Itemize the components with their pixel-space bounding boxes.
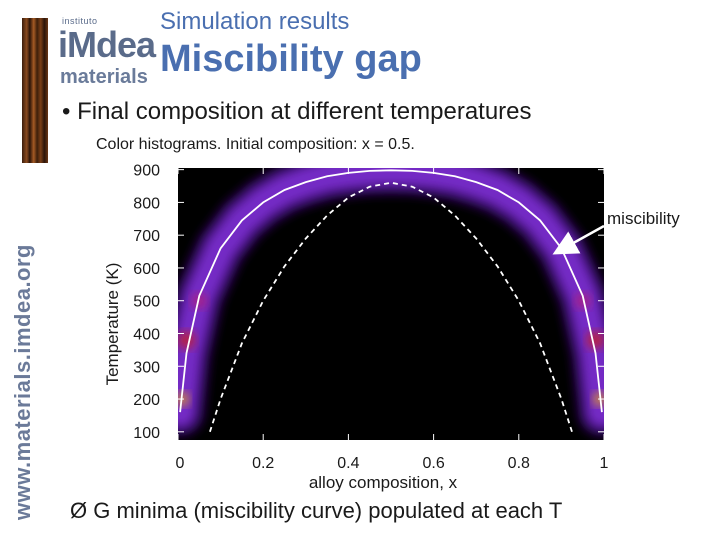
x-axis-label: alloy composition, x <box>309 473 458 492</box>
y-tick-label: 800 <box>133 195 160 212</box>
y-tick-label: 700 <box>133 228 160 245</box>
y-tick-label: 400 <box>133 326 160 343</box>
x-tick-label: 0 <box>176 455 185 472</box>
bullet-point: • Final composition at different tempera… <box>62 98 532 125</box>
logo-name-text: iMdea <box>58 24 156 65</box>
logo-wood-strip <box>22 18 48 163</box>
miscibility-curve-line <box>179 169 603 413</box>
x-tick-label: 0.6 <box>422 455 444 472</box>
annotation-arrow <box>552 224 605 255</box>
x-tick-label: 0.4 <box>337 455 359 472</box>
y-tick-label: 900 <box>133 163 160 180</box>
chart-caption: Color histograms. Initial composition: x… <box>96 136 415 153</box>
heat-hotspot <box>574 292 591 309</box>
y-tick-label: 600 <box>133 261 160 278</box>
annotation-label: miscibility <box>607 209 680 228</box>
y-tick-label: 100 <box>133 425 160 442</box>
slide-subtitle: Simulation results <box>160 8 350 35</box>
y-tick-label: 200 <box>133 392 160 409</box>
x-tick-label: 0.2 <box>252 455 274 472</box>
y-tick-label: 300 <box>133 359 160 376</box>
heat-hotspot <box>191 292 208 309</box>
x-tick-label: 0.8 <box>508 455 530 472</box>
logo-subname-text: materials <box>60 66 148 88</box>
y-axis-label: Temperature (K) <box>103 263 122 386</box>
y-tick-label: 500 <box>133 294 160 311</box>
footer-statement: Ø G minima (miscibility curve) populated… <box>70 498 563 523</box>
imdea-logo: instituto iMdea materials <box>58 16 156 88</box>
logo-institute-text: instituto <box>62 16 98 26</box>
x-tick-label: 1 <box>600 455 609 472</box>
slide-title: Miscibility gap <box>160 38 422 80</box>
